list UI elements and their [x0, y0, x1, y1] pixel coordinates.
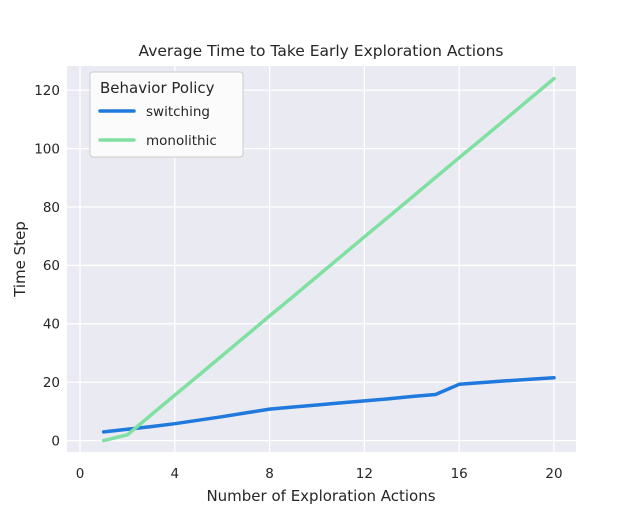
legend-item-monolithic: monolithic [98, 133, 217, 149]
line-monolithic [101, 76, 556, 443]
legend-item-switching: switching [98, 104, 210, 120]
legend: Behavior Policy switching monolithic [89, 71, 244, 158]
x-tick-label: 0 [76, 466, 85, 482]
x-tick-label: 20 [545, 466, 562, 482]
legend-label-switching: switching [146, 104, 210, 120]
y-tick-label: 20 [43, 375, 60, 391]
legend-label-monolithic: monolithic [146, 133, 217, 149]
legend-box [90, 72, 243, 157]
x-tick-label: 12 [356, 466, 373, 482]
legend-title: Behavior Policy [100, 79, 215, 97]
chart-title: Average Time to Take Early Exploration A… [139, 42, 504, 60]
y-tick-label: 0 [51, 433, 60, 449]
y-axis-label: Time Step [11, 221, 29, 298]
x-tick-label: 4 [171, 466, 180, 482]
line-switching [101, 376, 556, 434]
y-tick-label: 60 [43, 258, 60, 274]
legend-box-border [89, 71, 244, 158]
y-tick-label: 100 [34, 141, 60, 157]
x-tick-label: 8 [265, 466, 274, 482]
tick-labels: 0 4 8 12 16 20 0 20 40 60 80 100 120 [34, 83, 562, 482]
series-lines [101, 76, 556, 443]
y-tick-label: 40 [43, 317, 60, 333]
x-axis-label: Number of Exploration Actions [206, 487, 435, 505]
y-tick-label: 120 [34, 83, 60, 99]
y-tick-label: 80 [43, 200, 60, 216]
x-tick-label: 16 [451, 466, 468, 482]
